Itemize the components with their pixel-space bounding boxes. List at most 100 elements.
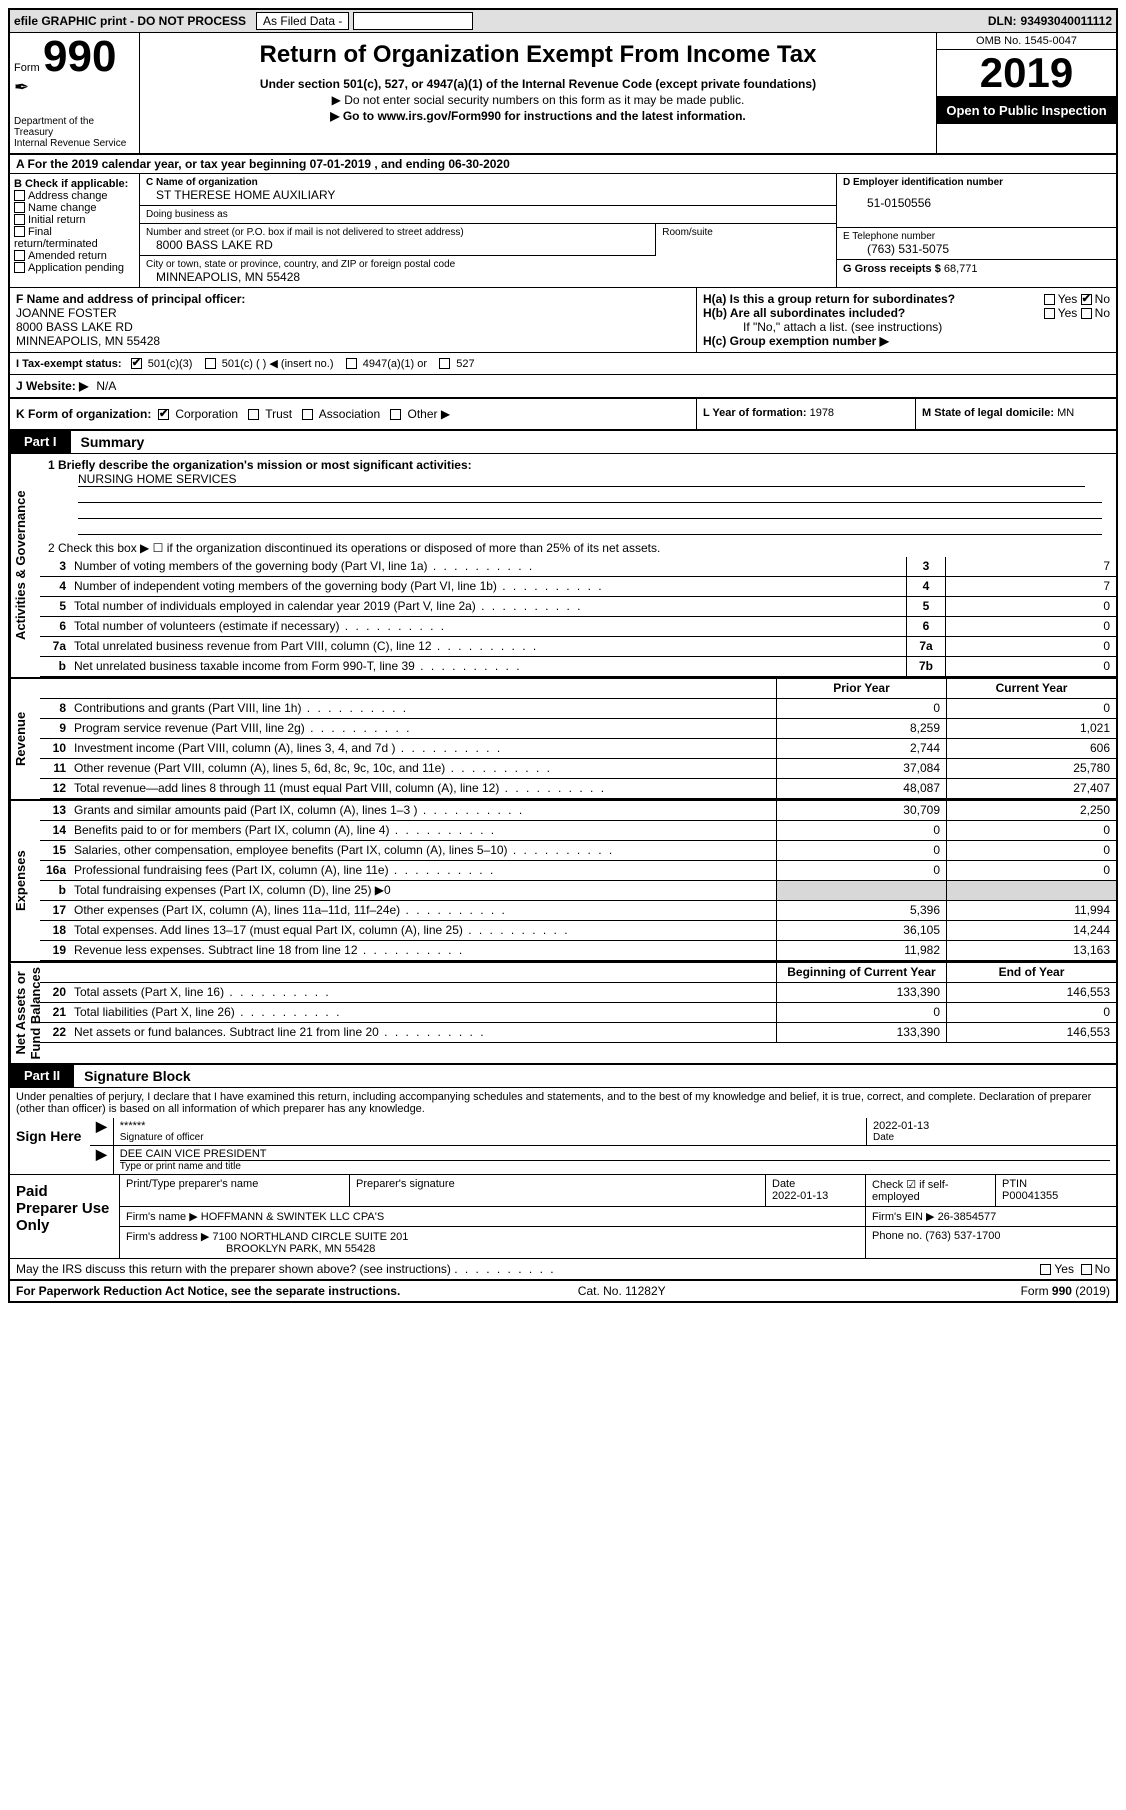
section-f-h: F Name and address of principal officer:… <box>10 288 1116 353</box>
data-row: 9Program service revenue (Part VIII, lin… <box>40 719 1116 739</box>
revenue-block: Revenue Prior Year Current Year 8Contrib… <box>10 679 1116 801</box>
prep-ptin: PTINP00041355 <box>996 1175 1116 1206</box>
ha-no-cb[interactable] <box>1081 294 1092 305</box>
dept-treasury: Department of the Treasury Internal Reve… <box>14 116 135 149</box>
cb-final-return[interactable]: Final return/terminated <box>14 226 135 250</box>
discuss-row: May the IRS discuss this return with the… <box>10 1259 1116 1281</box>
part2-tab: Part II <box>10 1065 74 1087</box>
street-cell: Number and street (or P.O. box if mail i… <box>140 224 655 256</box>
f-officer: F Name and address of principal officer:… <box>10 288 696 352</box>
cb-assoc[interactable] <box>302 409 313 420</box>
expenses-block: Expenses 13Grants and similar amounts pa… <box>10 801 1116 963</box>
sig-line-1: ▶ ****** Signature of officer 2022-01-13… <box>90 1118 1116 1146</box>
dba: Doing business as <box>140 206 836 224</box>
gov-rows: 1 Briefly describe the organization's mi… <box>40 454 1116 677</box>
cb-application-pending[interactable]: Application pending <box>14 262 135 274</box>
data-row: 8Contributions and grants (Part VIII, li… <box>40 699 1116 719</box>
firm-addr: Firm's address ▶ 7100 NORTHLAND CIRCLE S… <box>120 1227 866 1258</box>
part1-header: Part I Summary <box>10 431 1116 454</box>
hb: H(b) Are all subordinates included? Yes … <box>703 306 1110 320</box>
data-row: bTotal fundraising expenses (Part IX, co… <box>40 881 1116 901</box>
cb-corp[interactable] <box>158 409 169 420</box>
prep-row-2: Firm's name ▶ HOFFMANN & SWINTEK LLC CPA… <box>120 1207 1116 1227</box>
cb-4947[interactable] <box>346 358 357 369</box>
data-row: 10Investment income (Part VIII, column (… <box>40 739 1116 759</box>
j-website: J Website: ▶ N/A <box>10 375 1116 399</box>
col-d-e-g: D Employer identification number 51-0150… <box>836 174 1116 287</box>
cb-other[interactable] <box>390 409 401 420</box>
data-row: 19Revenue less expenses. Subtract line 1… <box>40 941 1116 961</box>
uline-3 <box>78 519 1102 535</box>
ha-yes-cb[interactable] <box>1044 294 1055 305</box>
signature-block: Under penalties of perjury, I declare th… <box>10 1088 1116 1175</box>
cb-amended-return[interactable]: Amended return <box>14 250 135 262</box>
h-note: If "No," attach a list. (see instruction… <box>703 320 1110 334</box>
sig-date: 2022-01-13 Date <box>866 1118 1116 1145</box>
dln-label: DLN: <box>988 14 1017 28</box>
form-word: Form <box>14 62 40 74</box>
form-ref: Form 990 (2019) <box>1021 1284 1110 1298</box>
c-org-name: C Name of organization ST THERESE HOME A… <box>140 174 836 206</box>
city-value: MINNEAPOLIS, MN 55428 <box>146 270 830 284</box>
cb-527[interactable] <box>439 358 450 369</box>
section-b-to-g: B Check if applicable: Address change Na… <box>10 174 1116 288</box>
net-rows: Beginning of Current Year End of Year 20… <box>40 963 1116 1063</box>
e-phone: E Telephone number (763) 531-5075 <box>837 228 1116 260</box>
gov-row: 4Number of independent voting members of… <box>40 577 1116 597</box>
paperwork-notice: For Paperwork Reduction Act Notice, see … <box>16 1284 400 1298</box>
hb-no-cb[interactable] <box>1081 308 1092 319</box>
cat-no: Cat. No. 11282Y <box>578 1284 666 1298</box>
hc: H(c) Group exemption number ▶ <box>703 334 1110 348</box>
firm-name: Firm's name ▶ HOFFMANN & SWINTEK LLC CPA… <box>120 1207 866 1226</box>
website-value: N/A <box>96 379 116 393</box>
subtitle-2: ▶ Do not enter social security numbers o… <box>148 93 928 107</box>
gov-row: 6Total number of volunteers (estimate if… <box>40 617 1116 637</box>
prep-row-3: Firm's address ▶ 7100 NORTHLAND CIRCLE S… <box>120 1227 1116 1258</box>
hb-yes-cb[interactable] <box>1044 308 1055 319</box>
k-form-org: K Form of organization: Corporation Trus… <box>10 399 696 429</box>
form-number: 990 <box>43 32 116 81</box>
officer-city: MINNEAPOLIS, MN 55428 <box>16 334 690 348</box>
tax-year: 2019 <box>937 50 1116 97</box>
vtab-net: Net Assets or Fund Balances <box>10 963 40 1063</box>
form-header: Form 990 ✒ Department of the Treasury In… <box>10 33 1116 155</box>
l-year-formation: L Year of formation: 1978 <box>696 399 916 429</box>
cb-name-change[interactable]: Name change <box>14 202 135 214</box>
ha: H(a) Is this a group return for subordin… <box>703 292 1110 306</box>
cb-501c[interactable] <box>205 358 216 369</box>
sign-here-row: Sign Here ▶ ****** Signature of officer … <box>10 1118 1116 1174</box>
data-row: 22Net assets or fund balances. Subtract … <box>40 1023 1116 1043</box>
cb-trust[interactable] <box>248 409 259 420</box>
efile-label: efile GRAPHIC print - DO NOT PROCESS <box>14 14 246 28</box>
row-a-tax-year: A For the 2019 calendar year, or tax yea… <box>10 155 1116 174</box>
discuss-yes-cb[interactable] <box>1040 1264 1051 1275</box>
vtab-expenses: Expenses <box>10 801 40 961</box>
exp-rows: 13Grants and similar amounts paid (Part … <box>40 801 1116 961</box>
open-to-public: Open to Public Inspection <box>937 97 1116 124</box>
col-header-row-1: Prior Year Current Year <box>40 679 1116 699</box>
cb-initial-return[interactable]: Initial return <box>14 214 135 226</box>
i-tax-status: I Tax-exempt status: 501(c)(3) 501(c) ( … <box>10 353 1116 375</box>
arrow-icon: ▶ <box>90 1118 114 1145</box>
as-filed-blank <box>353 12 473 30</box>
discuss-no-cb[interactable] <box>1081 1264 1092 1275</box>
officer-name-title: DEE CAIN VICE PRESIDENT Type or print na… <box>114 1146 1116 1174</box>
col-b-checkboxes: B Check if applicable: Address change Na… <box>10 174 140 287</box>
officer-sig: ****** Signature of officer <box>114 1118 866 1145</box>
b-label: B Check if applicable: <box>14 178 135 190</box>
uline-2 <box>78 503 1102 519</box>
top-bar: efile GRAPHIC print - DO NOT PROCESS As … <box>10 10 1116 33</box>
h-group: H(a) Is this a group return for subordin… <box>696 288 1116 352</box>
part2-title: Signature Block <box>74 1065 201 1087</box>
cb-501c3[interactable] <box>131 358 142 369</box>
paid-preparer-block: Paid Preparer Use Only Print/Type prepar… <box>10 1175 1116 1259</box>
cb-address-change[interactable]: Address change <box>14 190 135 202</box>
officer-street: 8000 BASS LAKE RD <box>16 320 690 334</box>
data-row: 11Other revenue (Part VIII, column (A), … <box>40 759 1116 779</box>
line2-checkbox: 2 Check this box ▶ ☐ if the organization… <box>40 537 1116 557</box>
netassets-block: Net Assets or Fund Balances Beginning of… <box>10 963 1116 1065</box>
data-row: 17Other expenses (Part IX, column (A), l… <box>40 901 1116 921</box>
data-row: 13Grants and similar amounts paid (Part … <box>40 801 1116 821</box>
mission-line: 1 Briefly describe the organization's mi… <box>40 454 1116 537</box>
header-mid: Return of Organization Exempt From Incom… <box>140 33 936 153</box>
